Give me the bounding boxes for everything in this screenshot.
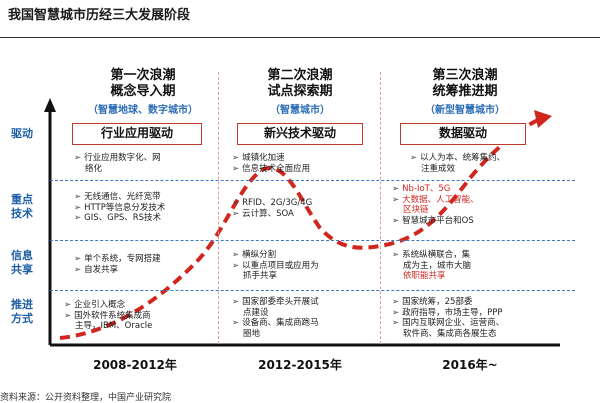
bullet-icon: ➢	[232, 260, 240, 271]
phase-1-driver-items: ➢ 行业应用数字化、网 络化	[74, 153, 161, 174]
bullet-icon: ➢	[232, 208, 240, 219]
bullet-icon: ➢	[64, 300, 72, 310]
phase-2-driver-items: ➢ 城镇化加速 ➢ 信息技术全面应用	[232, 153, 311, 174]
phase-2-subtitle: （智慧城市）	[270, 105, 330, 116]
phase-3-year: 2016年~	[442, 358, 498, 372]
row-label-info-sharing: 信息 共享	[11, 249, 33, 276]
phase-3-title: 第三次浪潮 统筹推进期	[432, 68, 498, 99]
bullet-icon: ➢	[232, 198, 240, 208]
bullet-icon: ➢	[392, 307, 400, 318]
phase-3-driver-box: 数据驱动	[400, 123, 526, 145]
phase-3-sharing-items: ➢ 系统纵横联合，集 成为主，城市大脑 依职能共享	[392, 250, 472, 281]
row-label-technology: 重点 技术	[11, 193, 33, 220]
page-title: 我国智慧城市历经三大发展阶段	[8, 8, 191, 23]
bullet-icon: ➢	[232, 318, 240, 328]
bullet-icon: ➢	[232, 163, 240, 174]
bullet-icon: ➢	[392, 297, 400, 307]
bullet-icon: ➢	[74, 202, 82, 213]
phase-2-approach-items: ➢ 国家部委牵头开展试 点建设 ➢ 设备商、集成商跑马 圈地	[232, 297, 319, 339]
bullet-icon: ➢	[74, 192, 82, 202]
phase-1-approach-items: ➢ 企业引入概念 ➢ 国外软件系统集成商 主导，IBM、Oracle	[64, 300, 153, 331]
bullet-icon: ➢	[232, 153, 240, 163]
bullet-icon: ➢	[392, 318, 400, 328]
bullet-icon: ➢	[410, 153, 418, 163]
bullet-icon: ➢	[74, 213, 82, 223]
bullet-icon: ➢	[392, 184, 400, 194]
phase-1-year: 2008-2012年	[93, 358, 177, 372]
phase-2-year: 2012-2015年	[258, 358, 342, 372]
bullet-icon: ➢	[74, 254, 82, 264]
wave-arrow-head	[534, 110, 552, 128]
bullet-icon: ➢	[74, 264, 82, 275]
bullet-icon: ➢	[232, 250, 240, 260]
bullet-icon: ➢	[392, 215, 400, 226]
phase-1-title: 第一次浪潮 概念导入期	[110, 68, 176, 99]
phase-2-driver-box: 新兴技术驱动	[237, 123, 363, 145]
phase-3-approach-items: ➢ 国家统筹，25部委 ➢ 政府指导，市场主导，PPP ➢ 国内互联网企业、运营商、 …	[392, 297, 505, 339]
row-label-approach: 推进 方式	[11, 298, 33, 325]
phase-3-tech-items: ➢ Nb-IoT、5G ➢ 大数据、人工智能、 区块链 ➢ 智慧城市平台和OS	[392, 184, 479, 226]
row-divider	[50, 180, 575, 181]
phase-3-subtitle: （新型智慧城市）	[425, 105, 505, 116]
phase-divider	[380, 72, 381, 344]
phase-1-tech-items: ➢ 无线通信、光纤宽带 ➢ HTTP等信息分发技术 ➢ GIS、GPS、RS技术	[74, 192, 166, 223]
phase-2-tech-items: ➢ RFID、2G/3G/4G ➢ 云计算、SOA	[232, 198, 313, 219]
axis-arrow-head	[44, 98, 56, 112]
row-divider	[50, 240, 575, 241]
phase-1-driver-box: 行业应用驱动	[72, 123, 202, 145]
phase-divider	[218, 72, 219, 344]
row-label-driver: 驱动	[11, 127, 33, 140]
bullet-icon: ➢	[64, 310, 72, 321]
phase-2-sharing-items: ➢ 横纵分割 ➢ 以重点项目或应用为 抓手共享	[232, 250, 319, 281]
bullet-icon: ➢	[74, 153, 82, 163]
title-divider	[0, 37, 600, 38]
phase-1-subtitle: （智慧地球、数字城市）	[88, 105, 198, 116]
phase-2-title: 第二次浪潮 试点探索期	[267, 68, 333, 99]
source-footer: 资料来源：公开资料整理，中国产业研究院	[0, 393, 172, 403]
row-divider	[50, 290, 575, 291]
phase-3-driver-items: ➢ 以人为本、统筹集约、 注重成效	[410, 153, 506, 174]
growth-wave	[59, 116, 543, 340]
phase-1-sharing-items: ➢ 单个系统，专网搭建 ➢ 自发共享	[74, 254, 161, 275]
bullet-icon: ➢	[392, 194, 400, 205]
bullet-icon: ➢	[232, 297, 240, 307]
bullet-icon: ➢	[392, 250, 400, 260]
